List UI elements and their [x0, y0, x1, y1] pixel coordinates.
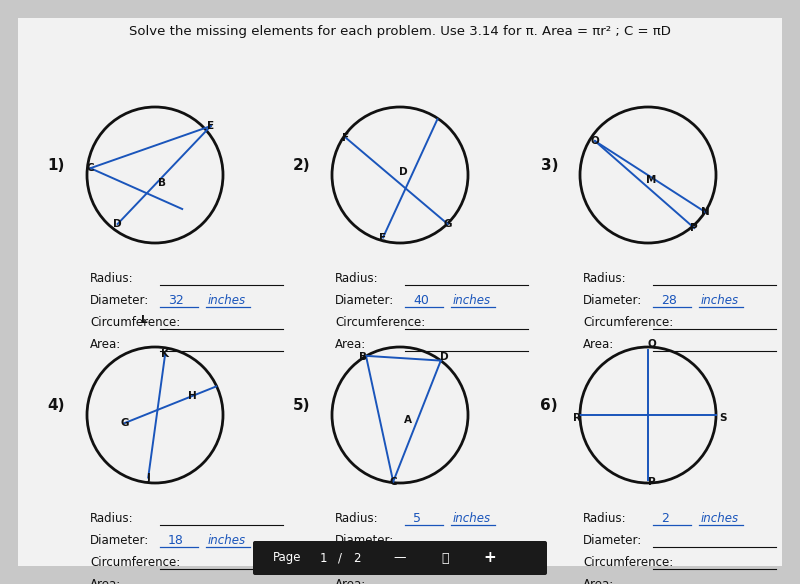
- Text: 3): 3): [541, 158, 558, 172]
- Text: +: +: [484, 551, 496, 565]
- Text: Circumference:: Circumference:: [335, 555, 426, 568]
- Text: Area:: Area:: [90, 338, 122, 350]
- Text: C: C: [390, 477, 397, 486]
- Text: Circumference:: Circumference:: [335, 315, 426, 328]
- Text: B: B: [358, 352, 366, 362]
- Text: E: E: [379, 232, 386, 242]
- Text: E: E: [207, 121, 214, 131]
- Text: Circumference:: Circumference:: [90, 555, 180, 568]
- Text: L: L: [142, 315, 148, 325]
- Text: Diameter:: Diameter:: [583, 294, 642, 307]
- Text: inches: inches: [453, 512, 491, 524]
- Text: P: P: [690, 223, 698, 233]
- Text: Diameter:: Diameter:: [90, 294, 150, 307]
- Text: 6): 6): [540, 398, 558, 412]
- Text: D: D: [114, 219, 122, 229]
- Text: C: C: [86, 163, 94, 173]
- Text: 5: 5: [413, 512, 421, 524]
- Text: inches: inches: [208, 534, 246, 547]
- Text: Area:: Area:: [335, 578, 366, 584]
- Text: 2): 2): [292, 158, 310, 172]
- Text: inches: inches: [701, 294, 739, 307]
- Text: O: O: [590, 136, 599, 146]
- Text: Circumference:: Circumference:: [90, 315, 180, 328]
- Text: Area:: Area:: [335, 338, 366, 350]
- Text: Radius:: Radius:: [583, 512, 626, 524]
- Text: J: J: [146, 472, 150, 482]
- Text: H: H: [188, 391, 197, 401]
- Text: —: —: [394, 551, 406, 565]
- Text: 5): 5): [293, 398, 310, 412]
- Text: 28: 28: [661, 294, 677, 307]
- Text: M: M: [646, 175, 657, 186]
- Text: B: B: [158, 178, 166, 188]
- Text: /: /: [338, 551, 342, 565]
- Text: Radius:: Radius:: [90, 272, 134, 284]
- Text: Circumference:: Circumference:: [583, 315, 674, 328]
- Text: 32: 32: [168, 294, 184, 307]
- Text: Page: Page: [273, 551, 302, 565]
- Text: D: D: [399, 166, 408, 176]
- Text: Radius:: Radius:: [335, 512, 378, 524]
- Text: 1: 1: [319, 551, 326, 565]
- Text: Area:: Area:: [90, 578, 122, 584]
- Text: G: G: [120, 418, 129, 428]
- Text: 18: 18: [168, 534, 184, 547]
- Text: inches: inches: [701, 512, 739, 524]
- Text: Circumference:: Circumference:: [583, 555, 674, 568]
- FancyBboxPatch shape: [253, 541, 547, 575]
- Text: inches: inches: [453, 294, 491, 307]
- Text: 2: 2: [354, 551, 361, 565]
- Text: Radius:: Radius:: [90, 512, 134, 524]
- Text: Diameter:: Diameter:: [583, 534, 642, 547]
- Text: R: R: [573, 413, 581, 423]
- Text: inches: inches: [208, 294, 246, 307]
- Text: 🔍: 🔍: [442, 551, 449, 565]
- Text: 2: 2: [661, 512, 669, 524]
- Text: Diameter:: Diameter:: [335, 294, 394, 307]
- Text: Solve the missing elements for each problem. Use 3.14 for π. Area = πr² ; C = πD: Solve the missing elements for each prob…: [129, 26, 671, 39]
- Text: Area:: Area:: [583, 338, 614, 350]
- Text: 40: 40: [413, 294, 429, 307]
- Text: G: G: [443, 219, 452, 229]
- Text: Radius:: Radius:: [583, 272, 626, 284]
- Text: F: F: [342, 133, 349, 142]
- Text: Diameter:: Diameter:: [335, 534, 394, 547]
- Text: 1): 1): [48, 158, 65, 172]
- Text: 4): 4): [47, 398, 65, 412]
- Text: K: K: [161, 349, 170, 359]
- Text: Area:: Area:: [583, 578, 614, 584]
- Text: A: A: [404, 415, 412, 425]
- Text: Q: Q: [647, 339, 656, 349]
- Text: D: D: [440, 352, 449, 362]
- Text: Radius:: Radius:: [335, 272, 378, 284]
- Text: P: P: [647, 477, 655, 486]
- Text: Diameter:: Diameter:: [90, 534, 150, 547]
- Text: S: S: [719, 413, 726, 423]
- Text: N: N: [702, 207, 710, 217]
